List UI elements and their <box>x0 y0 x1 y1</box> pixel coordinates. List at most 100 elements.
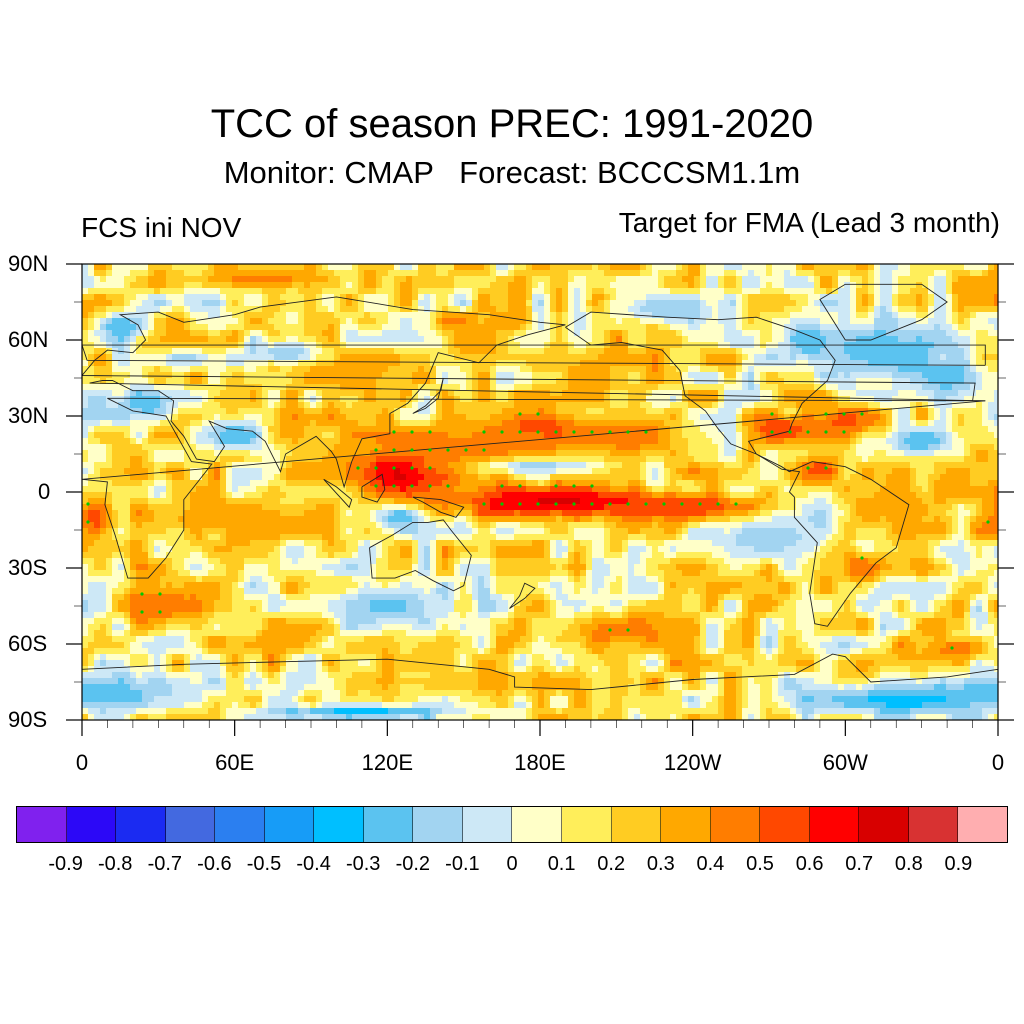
field-cell <box>790 396 797 403</box>
field-cell <box>388 336 395 343</box>
field-cell <box>340 336 347 343</box>
field-cell <box>730 330 737 337</box>
field-cell <box>712 348 719 355</box>
field-cell <box>988 276 995 283</box>
field-cell <box>214 450 221 457</box>
field-cell <box>328 276 335 283</box>
field-cell <box>454 312 461 319</box>
field-cell <box>652 324 659 331</box>
field-cell <box>592 444 599 451</box>
field-cell <box>136 444 143 451</box>
field-cell <box>754 444 761 451</box>
field-cell <box>256 450 263 457</box>
field-cell <box>286 432 293 439</box>
field-cell <box>430 384 437 391</box>
field-cell <box>250 270 257 277</box>
field-cell <box>544 276 551 283</box>
field-cell <box>124 456 131 463</box>
field-cell <box>970 306 977 313</box>
field-cell <box>328 360 335 367</box>
field-cell <box>766 348 773 355</box>
field-cell <box>514 432 521 439</box>
field-cell <box>658 324 665 331</box>
field-cell <box>376 402 383 409</box>
field-cell <box>574 348 581 355</box>
field-cell <box>130 360 137 367</box>
field-cell <box>82 306 89 313</box>
field-cell <box>796 294 803 301</box>
field-cell <box>274 438 281 445</box>
field-cell <box>400 432 407 439</box>
field-cell <box>310 378 317 385</box>
field-cell <box>430 390 437 397</box>
field-cell <box>778 420 785 427</box>
field-cell <box>112 420 119 427</box>
field-cell <box>130 438 137 445</box>
field-cell <box>178 456 185 463</box>
field-cell <box>766 264 773 271</box>
field-cell <box>964 348 971 355</box>
field-cell <box>784 312 791 319</box>
field-cell <box>166 366 173 373</box>
field-cell <box>160 324 167 331</box>
field-cell <box>358 432 365 439</box>
field-cell <box>982 366 989 373</box>
field-cell <box>928 312 935 319</box>
field-cell <box>946 276 953 283</box>
field-cell <box>358 384 365 391</box>
field-cell <box>670 336 677 343</box>
field-cell <box>892 450 899 457</box>
field-cell <box>616 366 623 373</box>
field-cell <box>556 450 563 457</box>
field-cell <box>568 294 575 301</box>
field-cell <box>928 420 935 427</box>
field-cell <box>730 438 737 445</box>
field-cell <box>208 282 215 289</box>
field-cell <box>892 372 899 379</box>
field-cell <box>730 390 737 397</box>
field-cell <box>214 366 221 373</box>
field-cell <box>490 444 497 451</box>
field-cell <box>400 372 407 379</box>
field-cell <box>514 450 521 457</box>
field-cell <box>418 372 425 379</box>
field-cell <box>328 456 335 463</box>
field-cell <box>316 294 323 301</box>
field-cell <box>664 318 671 325</box>
field-cell <box>94 384 101 391</box>
field-cell <box>832 312 839 319</box>
field-cell <box>172 366 179 373</box>
field-cell <box>232 312 239 319</box>
field-cell <box>838 276 845 283</box>
field-cell <box>574 408 581 415</box>
field-cell <box>934 384 941 391</box>
field-cell <box>304 270 311 277</box>
field-cell <box>958 396 965 403</box>
field-cell <box>454 444 461 451</box>
field-cell <box>634 330 641 337</box>
field-cell <box>232 324 239 331</box>
field-cell <box>874 312 881 319</box>
field-cell <box>976 432 983 439</box>
field-cell <box>982 330 989 337</box>
field-cell <box>652 270 659 277</box>
field-cell <box>652 366 659 373</box>
field-cell <box>184 372 191 379</box>
field-cell <box>130 426 137 433</box>
field-cell <box>820 264 827 271</box>
field-cell <box>466 402 473 409</box>
field-cell <box>358 354 365 361</box>
field-cell <box>826 330 833 337</box>
field-cell <box>328 414 335 421</box>
field-cell <box>718 372 725 379</box>
field-cell <box>142 426 149 433</box>
field-cell <box>508 282 515 289</box>
field-cell <box>814 450 821 457</box>
field-cell <box>934 354 941 361</box>
field-cell <box>244 384 251 391</box>
field-cell <box>508 384 515 391</box>
field-cell <box>838 444 845 451</box>
field-cell <box>82 438 89 445</box>
field-cell <box>232 360 239 367</box>
field-cell <box>622 432 629 439</box>
